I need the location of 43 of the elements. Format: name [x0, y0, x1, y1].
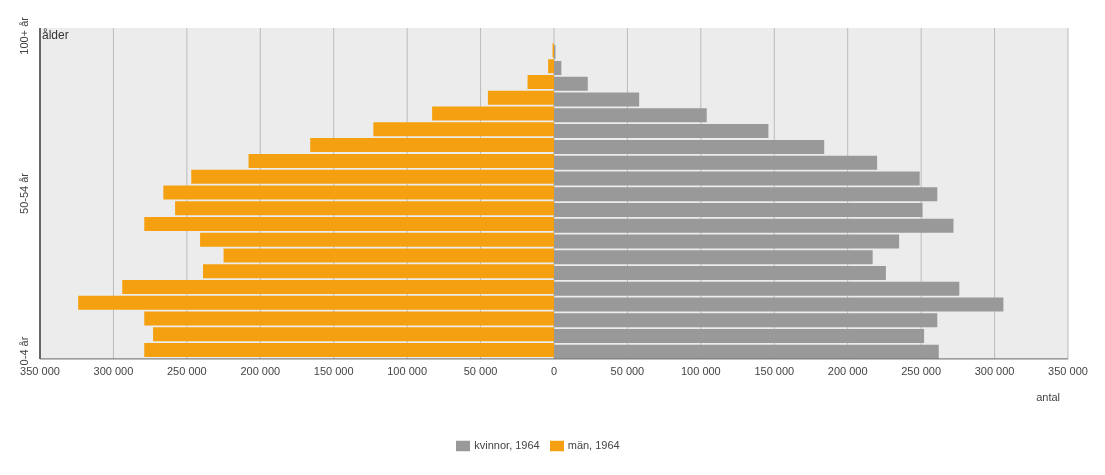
bar [122, 279, 554, 294]
bar [554, 61, 562, 76]
x-tick-label: 250 000 [901, 364, 942, 377]
x-tick-label: 350 000 [1048, 364, 1088, 377]
x-tick-label: 150 000 [313, 364, 354, 377]
bar [203, 264, 554, 279]
legend-label: kvinnor, 1964 [474, 438, 540, 451]
x-tick-label: 100 000 [387, 364, 428, 377]
x-tick-label: 150 000 [754, 364, 795, 377]
bar [248, 153, 554, 168]
x-tick-label: 300 000 [974, 364, 1015, 377]
x-tick-label: 300 000 [93, 364, 134, 377]
bar [144, 342, 554, 357]
bar [554, 187, 938, 202]
y-tick-label: 100+ år [18, 16, 30, 55]
bar [487, 90, 554, 105]
x-tick-label: 200 000 [827, 364, 868, 377]
bar [310, 138, 554, 153]
bar [554, 124, 769, 139]
bar [175, 201, 554, 216]
y-tick-label: 0-4 år [18, 336, 30, 366]
bar [554, 139, 825, 154]
x-tick-label: 100 000 [680, 364, 721, 377]
bar [554, 76, 588, 91]
bar [554, 265, 886, 280]
x-axis-title: antal [1036, 390, 1060, 403]
x-tick-label: 50 000 [610, 364, 645, 377]
bar [554, 344, 939, 359]
bar [554, 328, 925, 343]
legend-label: män, 1964 [567, 438, 620, 451]
bar [554, 202, 923, 217]
x-tick-label: 350 000 [20, 364, 60, 377]
y-axis-title: ålder [42, 28, 69, 42]
bar [554, 313, 938, 328]
x-tick-label: 200 000 [240, 364, 281, 377]
x-tick-label: 50 000 [463, 364, 498, 377]
x-tick-label: 0 [550, 364, 558, 377]
bar [554, 250, 873, 265]
bar [153, 327, 554, 342]
x-tick-label: 250 000 [166, 364, 207, 377]
bar [144, 216, 554, 231]
y-tick-label: 50-54 år [18, 172, 30, 214]
bar [527, 75, 554, 90]
